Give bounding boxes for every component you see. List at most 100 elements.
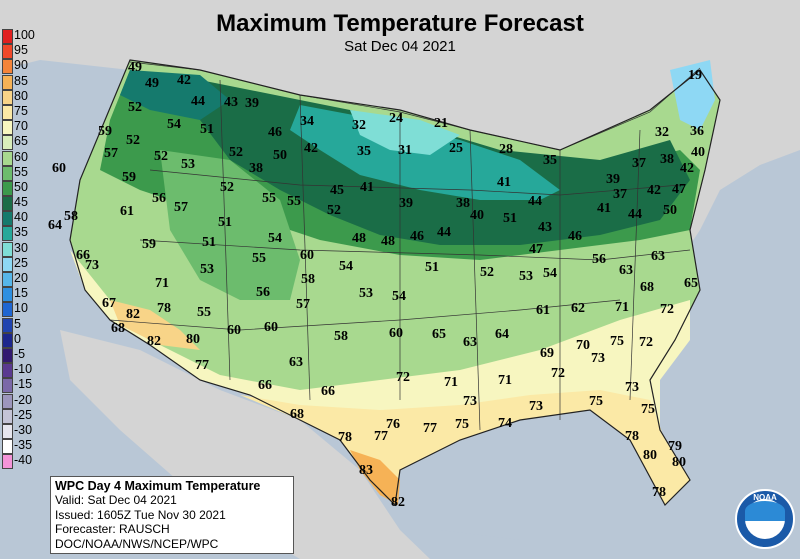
temp-label: 52 (327, 203, 341, 218)
legend-swatch (2, 29, 13, 44)
band-mountain-55 (160, 150, 300, 300)
band-80-socal (110, 300, 200, 350)
temp-label: 54 (543, 266, 557, 281)
legend-label: 80 (14, 88, 28, 103)
legend-label: 45 (14, 195, 28, 210)
temp-label: 24 (389, 111, 403, 126)
temp-label: 37 (613, 187, 627, 202)
temp-label: 83 (359, 463, 373, 478)
gulf-of-mexico (410, 425, 640, 540)
temp-label: 77 (374, 429, 388, 444)
legend-row: -35 (0, 438, 42, 455)
legend-label: 50 (14, 179, 28, 194)
temp-label: 73 (591, 351, 605, 366)
temp-label: 64 (495, 327, 509, 342)
legend-swatch (2, 408, 13, 424)
temp-label: 78 (625, 429, 639, 444)
temp-label: 38 (456, 196, 470, 211)
temp-label: 49 (145, 76, 159, 91)
temp-label: 51 (200, 122, 214, 137)
legend-label: -40 (14, 453, 33, 468)
legend-label: -30 (14, 422, 33, 437)
temp-label: 64 (48, 218, 62, 233)
temp-label: 40 (691, 145, 705, 160)
legend-label: 20 (14, 271, 28, 285)
temp-label: 72 (660, 302, 674, 317)
temp-label: 76 (386, 417, 400, 432)
legend-row: 15 (0, 286, 42, 303)
noaa-logo: NOAA (735, 489, 795, 549)
legend-swatch (2, 332, 13, 348)
temp-label: 75 (455, 417, 469, 432)
legend-swatch (2, 302, 13, 318)
temp-label: 56 (256, 285, 270, 300)
legend-label: 35 (14, 225, 28, 240)
temp-label: 78 (338, 430, 352, 445)
temp-label: 53 (519, 269, 533, 284)
temp-label: 52 (229, 145, 243, 160)
temp-label: 75 (641, 402, 655, 417)
legend-label: 60 (14, 149, 28, 164)
temp-label: 52 (128, 100, 142, 115)
band-pacnw-40s (120, 70, 230, 120)
temp-label: 68 (111, 321, 125, 336)
legend-row: 100 (0, 28, 42, 44)
temp-label: 71 (498, 373, 512, 388)
temp-label: 80 (186, 332, 200, 347)
temp-label: 57 (174, 200, 188, 215)
temp-label: 54 (167, 117, 181, 132)
legend-swatch (2, 241, 13, 257)
map-title: Maximum Temperature Forecast (216, 10, 584, 37)
temp-label: 19 (688, 68, 702, 83)
temp-label: 82 (126, 307, 140, 322)
legend-label: 25 (14, 255, 28, 270)
legend-row: 80 (0, 88, 42, 105)
temp-label: 28 (499, 142, 513, 157)
legend-label: 0 (14, 331, 21, 346)
temp-label: 35 (543, 153, 557, 168)
legend-swatch (2, 454, 13, 470)
temp-label: 50 (273, 148, 287, 163)
legend-swatch (2, 196, 13, 212)
legend-row: -25 (0, 407, 42, 424)
temp-label: 39 (606, 172, 620, 187)
legend-row: 95 (0, 43, 42, 60)
temp-label: 48 (352, 231, 366, 246)
legend-swatch (2, 74, 13, 90)
legend-row: 45 (0, 195, 42, 212)
temp-label: 40 (470, 208, 484, 223)
temp-label: 69 (540, 346, 554, 361)
temp-label: 65 (684, 276, 698, 291)
legend-label: 40 (14, 210, 28, 225)
legend-swatch (2, 120, 13, 136)
temp-label: 43 (224, 95, 238, 110)
legend-label: -25 (14, 407, 33, 422)
legend-label: 75 (14, 103, 28, 118)
legend-row: -10 (0, 362, 42, 379)
legend-label: 95 (14, 43, 28, 58)
temp-label: 71 (615, 300, 629, 315)
legend-swatch (2, 363, 13, 379)
temp-label: 56 (152, 191, 166, 206)
legend-row: -5 (0, 346, 42, 363)
temp-label: 57 (104, 146, 118, 161)
temp-label: 55 (262, 191, 276, 206)
temp-label: 51 (503, 211, 517, 226)
temp-label: 60 (227, 323, 241, 338)
legend-label: 90 (14, 58, 28, 73)
temp-label: 47 (672, 182, 686, 197)
temp-label: 58 (334, 329, 348, 344)
band-75-gulf (240, 390, 690, 505)
legend-row: 55 (0, 165, 42, 181)
temp-label: 56 (592, 252, 606, 267)
legend-row: 0 (0, 331, 42, 348)
legend-label: -5 (14, 346, 26, 361)
temp-label: 66 (258, 378, 272, 393)
temp-label: 51 (202, 235, 216, 250)
temp-label: 44 (191, 94, 205, 109)
forecaster: Forecaster: RAUSCH (55, 522, 170, 537)
legend-row: 10 (0, 301, 42, 318)
legend-swatch (2, 317, 13, 333)
temp-label: 44 (628, 207, 642, 222)
temp-label: 44 (528, 194, 542, 209)
